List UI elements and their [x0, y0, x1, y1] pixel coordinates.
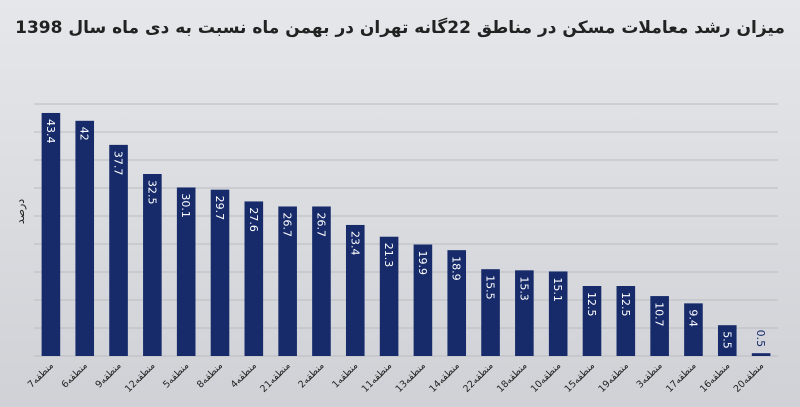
data-label: 15.5 [484, 275, 497, 299]
category-label: منطقه22 [461, 360, 495, 394]
category-label: منطقه14 [427, 360, 461, 394]
bar [447, 250, 467, 356]
data-label: 29.7 [213, 196, 226, 221]
data-label: 15.3 [517, 276, 530, 301]
category-label: منطقه4 [229, 360, 259, 390]
category-label: منطقه13 [394, 360, 428, 394]
bar [684, 303, 703, 356]
data-label: 10.7 [653, 302, 666, 327]
bar [176, 187, 196, 356]
category-label: منطقه16 [698, 360, 732, 394]
data-label: 15.1 [551, 277, 564, 302]
category-label: منطقه17 [664, 360, 698, 394]
data-label: 0.5 [754, 330, 767, 348]
category-label: منطقه20 [732, 360, 766, 394]
bar [244, 201, 264, 356]
data-label: 12.5 [619, 292, 632, 317]
data-label: 26.7 [314, 212, 327, 237]
bar [481, 269, 500, 356]
bar [345, 224, 365, 356]
category-label: منطقه9 [93, 360, 123, 390]
data-label: 26.7 [281, 212, 294, 237]
category-label: منطقه11 [360, 360, 394, 394]
category-label: منطقه3 [635, 360, 665, 390]
category-label: منطقه6 [60, 360, 90, 390]
data-label: 9.4 [686, 309, 699, 327]
data-label: 5.5 [720, 331, 733, 349]
data-label: 27.6 [247, 207, 260, 232]
data-label: 23.4 [348, 231, 361, 256]
data-label: 42 [78, 127, 91, 141]
category-label: منطقه18 [495, 360, 529, 394]
data-label: 19.9 [416, 251, 429, 276]
data-label: 18.9 [450, 256, 463, 281]
bar [41, 112, 61, 357]
bar [75, 120, 95, 356]
category-label: منطقه5 [161, 360, 191, 390]
bar [650, 296, 669, 356]
category-label: منطقه2 [296, 360, 326, 390]
category-label: منطقه10 [529, 360, 563, 394]
bar [413, 244, 433, 356]
bar [548, 271, 568, 356]
category-label: منطقه19 [596, 360, 630, 394]
bar [143, 174, 162, 356]
data-label: 43.4 [44, 119, 57, 143]
data-label: 21.3 [382, 243, 395, 268]
category-label: منطقه12 [123, 360, 157, 394]
data-label: 32.5 [145, 180, 158, 205]
category-label: منطقه8 [195, 360, 225, 390]
bar [751, 353, 771, 356]
data-label: 37.7 [112, 151, 125, 176]
data-label: 30.1 [179, 193, 192, 218]
bar [515, 270, 534, 356]
category-label: منطقه7 [26, 360, 56, 390]
bar [109, 144, 128, 356]
bar [278, 206, 297, 356]
category-label: منطقه1 [330, 360, 360, 390]
bar [717, 325, 737, 356]
bar [312, 206, 331, 356]
category-label: منطقه21 [258, 360, 292, 394]
category-label: منطقه15 [563, 360, 597, 394]
chart-title: میزان رشد معاملات مسکن در مناطق 22گانه ت… [15, 18, 785, 38]
bar [616, 286, 636, 356]
bar [379, 236, 399, 356]
data-label: 12.5 [585, 292, 598, 317]
bar [582, 286, 602, 356]
bar [210, 189, 230, 356]
